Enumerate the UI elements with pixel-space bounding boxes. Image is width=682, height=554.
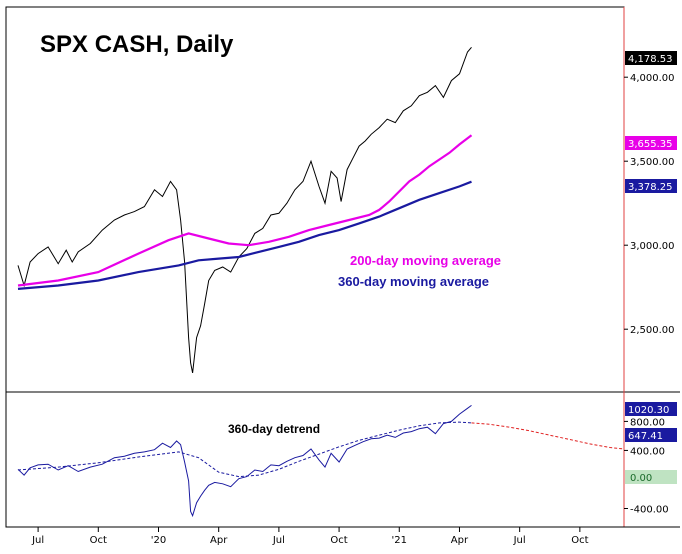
x-tick-label: Jul: [31, 535, 44, 546]
detrend-y-tick-label: -400.00: [630, 504, 669, 515]
price-y-tick-label: 2,500.00: [630, 325, 675, 336]
detrend-series-detrend: [17, 404, 472, 518]
price-y-tick-label: 3,500.00: [630, 157, 675, 168]
x-tick-label: Oct: [330, 535, 347, 546]
x-tick-label: Apr: [451, 535, 469, 546]
price-series-spx: [17, 46, 472, 373]
detrend-title: 360-day detrend: [228, 422, 320, 436]
price-y-tick-label: 4,000.00: [630, 73, 675, 84]
last-price-badge: [625, 51, 677, 65]
detrend-axis-ticks: 800.00 400.00 -400.00: [624, 417, 669, 515]
detrend-panel: [17, 404, 625, 518]
ma360-badge: [625, 179, 677, 193]
x-tick-label: Oct: [90, 535, 107, 546]
x-tick-label: '20: [151, 535, 166, 546]
price-axis-ticks: 4,000.00 3,500.00 3,000.00 2,500.00: [624, 73, 675, 336]
x-tick-label: Oct: [571, 535, 588, 546]
x-tick-label: Jul: [513, 535, 526, 546]
zero-badge: [625, 470, 677, 484]
x-tick-label: '21: [392, 535, 407, 546]
x-tick-label: Apr: [210, 535, 228, 546]
time-axis-ticks: Jul Oct '20 Apr Jul Oct '21 Apr Jul Oct: [31, 527, 589, 546]
ma200-value: 3,655.35: [628, 139, 673, 150]
ma200-annotation: 200-day moving average: [350, 253, 501, 268]
last-price-value: 4,178.53: [628, 54, 673, 65]
detrend-series-cycle: [17, 421, 472, 478]
price-panel: [17, 46, 473, 373]
ma200-badge: [625, 136, 677, 150]
detrend-y-tick-label: 400.00: [630, 446, 665, 457]
detrend-last-badge: [625, 402, 677, 416]
ma360-annotation: 360-day moving average: [338, 274, 489, 289]
cycle-badge: [625, 428, 677, 442]
detrend-last-value: 1020.30: [628, 405, 669, 416]
chart-title: SPX CASH, Daily: [40, 31, 234, 58]
price-y-tick-label: 3,000.00: [630, 241, 675, 252]
zero-value: 0.00: [630, 473, 652, 484]
price-series-360-day-moving-average: [17, 180, 472, 290]
detrend-y-tick-label: 800.00: [630, 417, 665, 428]
ma360-value: 3,378.25: [628, 182, 673, 193]
chart-frame: [5, 6, 625, 528]
x-tick-label: Jul: [272, 535, 285, 546]
cycle-value: 647.41: [628, 431, 663, 442]
price-series-200-day-moving-average: [17, 134, 473, 287]
